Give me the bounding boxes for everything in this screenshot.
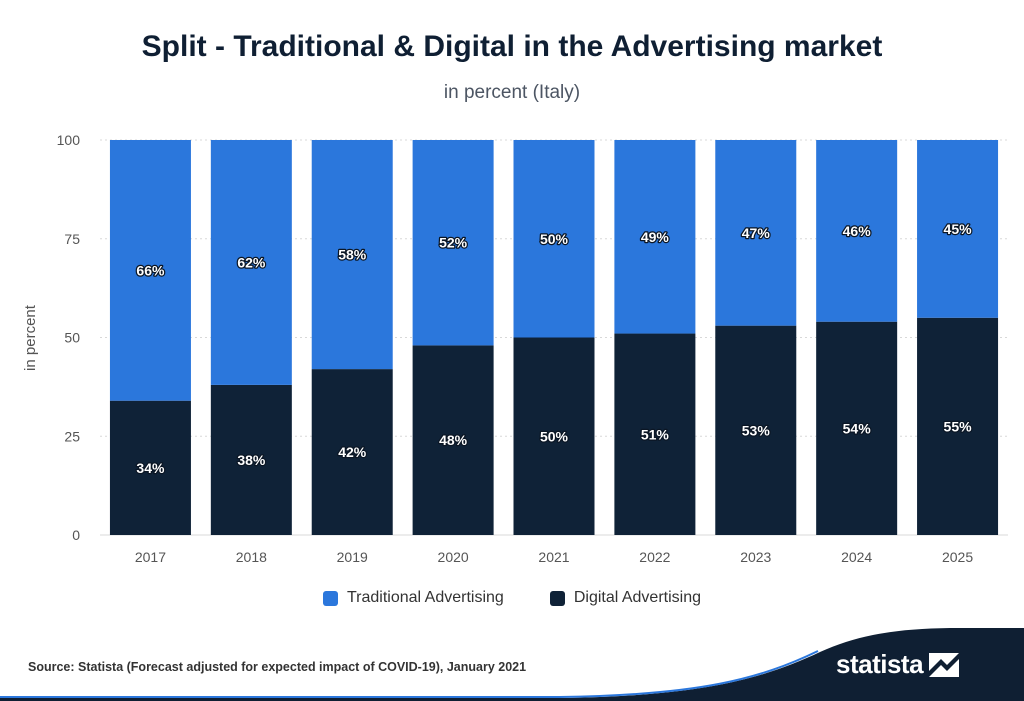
legend-label-digital: Digital Advertising: [573, 589, 701, 606]
bar-value-label: 58%: [338, 247, 367, 263]
bar-traditional: [513, 140, 595, 338]
y-axis-ticks: 0 25 50 75 100: [57, 132, 81, 543]
legend-label-traditional: Traditional Advertising: [347, 589, 504, 606]
bar-value-label: 54%: [843, 420, 872, 436]
x-tick-label: 2025: [942, 549, 973, 565]
bar-value-label: 34%: [136, 460, 165, 476]
bar-digital: [816, 321, 898, 535]
legend-item-digital[interactable]: Digital Advertising: [549, 589, 701, 607]
bar-digital: [715, 325, 797, 535]
x-tick-label: 2022: [639, 549, 670, 565]
chart-title: Split - Traditional & Digital in the Adv…: [141, 30, 883, 63]
bar-value-label: 46%: [843, 223, 872, 239]
stacked-bar-chart: 0 25 50 75 100 in percent 34% 66% 38% 62% 42% 58%…: [22, 132, 1008, 565]
logo-text: statista: [836, 649, 924, 679]
y-tick-label: 75: [64, 231, 80, 247]
bar-value-label: 47%: [742, 225, 771, 241]
bar-digital: [109, 400, 191, 535]
x-tick-label: 2021: [538, 549, 569, 565]
bar-value-label: 51%: [641, 426, 670, 442]
bar-value-label: 48%: [439, 432, 468, 448]
bar-value-label: 45%: [944, 221, 973, 237]
bar-traditional: [715, 140, 797, 326]
y-tick-label: 25: [64, 428, 80, 444]
bar-digital: [412, 345, 494, 535]
x-tick-label: 2023: [740, 549, 771, 565]
bar-traditional: [614, 140, 696, 334]
bar-value-label: 53%: [742, 422, 771, 438]
y-axis-label: in percent: [22, 304, 39, 371]
legend-swatch-digital: [549, 590, 565, 606]
bar-labels: 34% 66% 38% 62% 42% 58% 48% 52% 50% 50% 51% 49% 53% 4…: [135, 220, 973, 477]
x-tick-label: 2020: [438, 549, 469, 565]
y-tick-label: 0: [72, 527, 80, 543]
bar-traditional: [412, 140, 494, 346]
legend-item-traditional[interactable]: Traditional Advertising: [323, 589, 504, 607]
x-tick-label: 2024: [841, 549, 872, 565]
bar-value-label: 52%: [439, 235, 468, 251]
x-tick-label: 2018: [236, 549, 267, 565]
bar-traditional: [311, 140, 393, 370]
bar-traditional: [109, 140, 191, 401]
bar-value-label: 42%: [338, 444, 367, 460]
bar-traditional: [210, 140, 292, 385]
bar-value-label: 38%: [237, 452, 266, 468]
bar-traditional: [917, 140, 999, 318]
bar-value-label: 62%: [237, 254, 266, 270]
bar-value-label: 50%: [540, 428, 569, 444]
bars: [109, 140, 999, 535]
logo-mark-icon: [929, 652, 960, 677]
bar-value-label: 50%: [540, 231, 569, 247]
x-tick-label: 2017: [135, 549, 166, 565]
x-axis-ticks: 2017 2018 2019 2020 2021 2022 2023 2024 2025: [135, 549, 973, 565]
source-note: Source: Statista (Forecast adjusted for …: [28, 660, 527, 674]
y-tick-label: 100: [57, 132, 81, 148]
bar-digital: [210, 384, 292, 535]
bar-digital: [311, 369, 393, 535]
legend-swatch-traditional: [323, 590, 338, 606]
bar-value-label: 55%: [944, 418, 973, 434]
bar-digital: [513, 337, 595, 535]
statista-logo[interactable]: statista: [836, 649, 960, 680]
bar-digital: [917, 317, 999, 535]
y-tick-label: 50: [64, 330, 80, 346]
x-tick-label: 2019: [337, 549, 368, 565]
bar-digital: [614, 333, 696, 535]
chart-subtitle: in percent (Italy): [443, 82, 581, 103]
legend: Traditional Advertising Digital Advertis…: [0, 589, 1024, 607]
bar-value-label: 66%: [136, 262, 165, 278]
bar-value-label: 49%: [641, 229, 670, 245]
bar-traditional: [816, 140, 898, 322]
